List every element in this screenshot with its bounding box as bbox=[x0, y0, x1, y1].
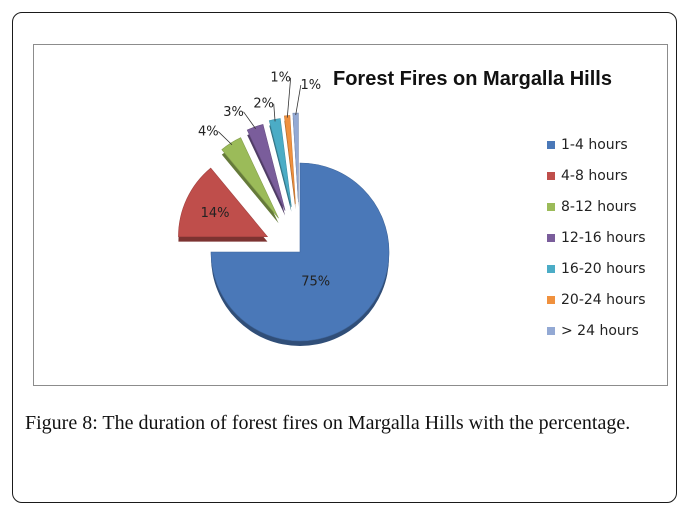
legend-swatch-20-24-hours bbox=[547, 296, 555, 304]
pie-slice-4-8-hours bbox=[178, 167, 269, 237]
data-label-4-8-hours: 14% bbox=[201, 206, 230, 221]
pie-chart: Forest Fires on Margalla Hills 75% 14% 4% 3… bbox=[178, 68, 646, 346]
pie-slice-1-4-hours bbox=[210, 162, 390, 342]
leader-line-20-24-hours bbox=[286, 77, 292, 118]
pie-slice-edge-12-16-hours bbox=[247, 129, 286, 216]
legend-label-12-16-hours: 12-16 hours bbox=[561, 230, 646, 246]
legend-swatch-8-12-hours bbox=[547, 203, 555, 211]
legend-label-1-4-hours: 1-4 hours bbox=[561, 137, 628, 153]
pie-slice-edge-20-24-hours bbox=[284, 120, 296, 210]
data-label-20-24-hours: 1% bbox=[270, 71, 291, 86]
legend-swatch-12-16-hours bbox=[547, 234, 555, 242]
leader-line-12-16-hours bbox=[243, 111, 256, 129]
legend-swatch-1-4-hours bbox=[547, 141, 555, 149]
legend-label-20-24-hours: 20-24 hours bbox=[561, 292, 646, 308]
slice-labels: 75% 14% 4% 3% 2% 1% 1% bbox=[198, 71, 330, 290]
pie-slice-8-12-hours bbox=[221, 137, 279, 219]
chart-area: Forest Fires on Margalla Hills 75% 14% 4% 3… bbox=[33, 44, 668, 386]
data-label-24-hours: 1% bbox=[301, 78, 322, 93]
leader-line-16-20-hours bbox=[273, 103, 276, 122]
caption-text: The duration of forest fires on Margalla… bbox=[102, 412, 631, 434]
caption-label: Figure 8: bbox=[25, 412, 98, 434]
pie-slices bbox=[178, 112, 390, 346]
chart-title: Forest Fires on Margalla Hills bbox=[333, 68, 612, 90]
leader-line-24-hours bbox=[295, 85, 302, 116]
data-label-12-16-hours: 3% bbox=[223, 105, 244, 120]
legend: 1-4 hours 4-8 hours 8-12 hours 12-16 hours 1… bbox=[547, 137, 646, 339]
legend-label-16-20-hours: 16-20 hours bbox=[561, 261, 646, 277]
legend-swatch-16-20-hours bbox=[547, 265, 555, 273]
data-label-16-20-hours: 2% bbox=[253, 97, 274, 112]
data-label-8-12-hours: 4% bbox=[198, 125, 219, 140]
data-label-1-4-hours: 75% bbox=[301, 274, 330, 289]
legend-label-8-12-hours: 8-12 hours bbox=[561, 199, 637, 215]
legend-swatch-24-hours bbox=[547, 327, 555, 335]
pie-slice-12-16-hours bbox=[246, 124, 286, 211]
legend-swatch-4-8-hours bbox=[547, 172, 555, 180]
legend-label-24-hours: > 24 hours bbox=[561, 323, 639, 339]
pie-slice-edge-16-20-hours bbox=[269, 123, 292, 212]
legend-label-4-8-hours: 4-8 hours bbox=[561, 168, 628, 184]
figure-caption: Figure 8: The duration of forest fires o… bbox=[25, 410, 675, 437]
leader-line-8-12-hours bbox=[218, 131, 233, 146]
